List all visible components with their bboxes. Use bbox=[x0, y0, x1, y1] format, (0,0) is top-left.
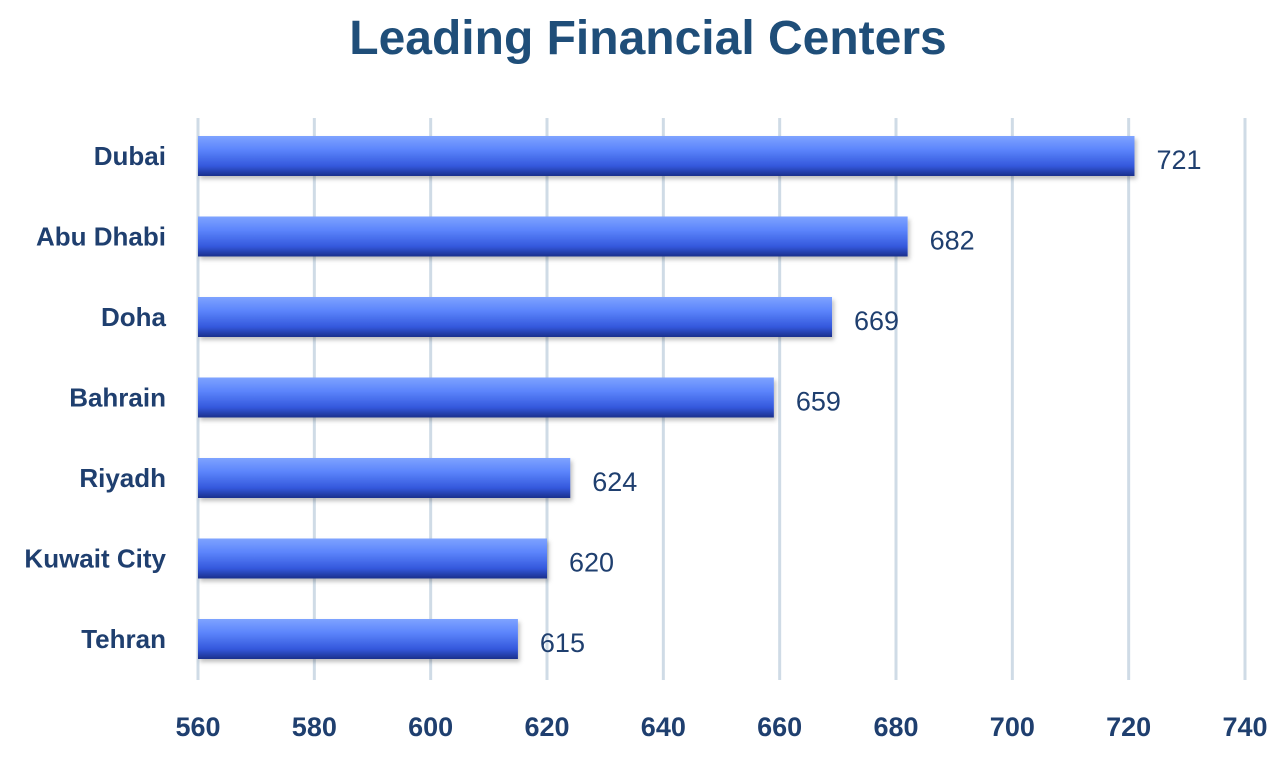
x-tick-label: 740 bbox=[1222, 712, 1267, 742]
category-label: Tehran bbox=[81, 624, 166, 654]
x-tick-label: 720 bbox=[1106, 712, 1151, 742]
x-tick-label: 580 bbox=[292, 712, 337, 742]
x-tick-label: 700 bbox=[990, 712, 1035, 742]
x-tick-label: 560 bbox=[175, 712, 220, 742]
category-label: Bahrain bbox=[69, 383, 166, 413]
data-label: 682 bbox=[930, 226, 975, 256]
category-label: Abu Dhabi bbox=[36, 222, 166, 252]
category-label: Dubai bbox=[94, 141, 166, 171]
data-label: 721 bbox=[1156, 145, 1201, 175]
category-label: Kuwait City bbox=[24, 544, 166, 574]
bar bbox=[198, 458, 571, 498]
data-label: 669 bbox=[854, 306, 899, 336]
x-axis-tick-labels: 560 580 600 620 640 660 680 700 720 740 bbox=[175, 712, 1267, 742]
x-tick-label: 620 bbox=[524, 712, 569, 742]
x-tick-label: 680 bbox=[873, 712, 918, 742]
x-tick-label: 640 bbox=[641, 712, 686, 742]
bar bbox=[198, 216, 908, 257]
data-label: 620 bbox=[569, 548, 614, 578]
data-label: 659 bbox=[796, 387, 841, 417]
bar bbox=[198, 619, 518, 659]
bar bbox=[198, 136, 1135, 176]
x-tick-label: 600 bbox=[408, 712, 453, 742]
bars bbox=[198, 136, 1135, 659]
bar bbox=[198, 538, 547, 579]
x-tick-label: 660 bbox=[757, 712, 802, 742]
bar bbox=[198, 297, 833, 337]
category-labels: Dubai Abu Dhabi Doha Bahrain Riyadh Kuwait Ci… bbox=[24, 141, 166, 654]
category-label: Riyadh bbox=[79, 463, 166, 493]
data-label: 615 bbox=[540, 628, 585, 658]
chart-title: Leading Financial Centers bbox=[349, 12, 946, 65]
data-labels: 721 682 669 659 624 620 615 bbox=[540, 145, 1202, 658]
category-label: Doha bbox=[101, 302, 167, 332]
data-label: 624 bbox=[592, 467, 637, 497]
bar bbox=[198, 377, 774, 418]
